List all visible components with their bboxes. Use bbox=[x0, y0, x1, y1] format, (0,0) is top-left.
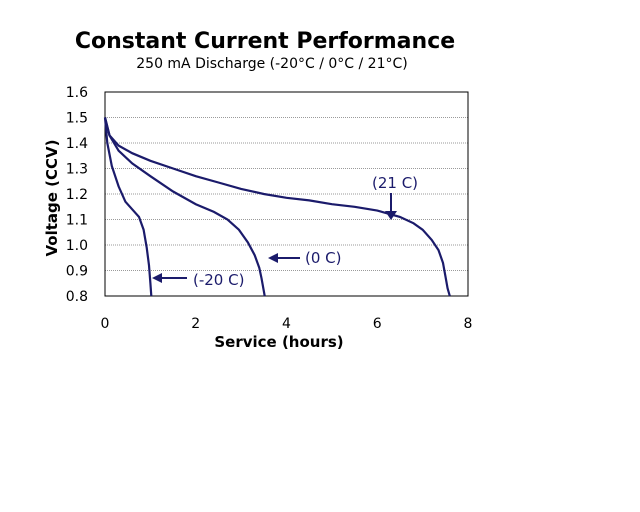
annotation-0c-label: (0 C) bbox=[305, 249, 342, 267]
y-tick-label: 1.3 bbox=[66, 162, 88, 178]
y-tick-label: 0.8 bbox=[66, 289, 88, 305]
y-tick-label: 1.6 bbox=[66, 85, 88, 101]
annotation-21c: (21 C) bbox=[372, 174, 418, 220]
x-tick-label: 0 bbox=[101, 316, 110, 332]
x-tick-label: 2 bbox=[191, 316, 200, 332]
annotation-0c-arrowhead bbox=[268, 253, 278, 263]
series-line-0 bbox=[103, 117, 451, 297]
y-axis-title: Voltage (CCV) bbox=[43, 140, 61, 257]
x-tick-label: 8 bbox=[464, 316, 473, 332]
y-tick-label: 1.1 bbox=[66, 213, 88, 229]
y-axis: 1.6 1.5 1.4 1.3 1.2 1.1 1.0 0.9 0.8 bbox=[66, 85, 88, 305]
y-tick-label: 1.0 bbox=[66, 238, 88, 254]
annotation-21c-label: (21 C) bbox=[372, 174, 418, 192]
annotation-m20c-arrowhead bbox=[152, 273, 162, 283]
x-tick-label: 4 bbox=[282, 316, 291, 332]
series-line-1 bbox=[103, 117, 266, 297]
plot-frame bbox=[104, 91, 469, 297]
y-tick-label: 1.4 bbox=[66, 136, 88, 152]
x-tick-label: 6 bbox=[373, 316, 382, 332]
x-axis-title: Service (hours) bbox=[214, 333, 343, 351]
annotation-m20c-label: (-20 C) bbox=[193, 271, 244, 289]
series-group bbox=[103, 117, 451, 297]
annotation-m20c: (-20 C) bbox=[152, 271, 244, 289]
y-tick-label: 0.9 bbox=[66, 264, 88, 280]
series-line-2 bbox=[103, 117, 153, 297]
chart-title: Constant Current Performance bbox=[75, 29, 455, 54]
chart-subtitle: 250 mA Discharge (-20°C / 0°C / 21°C) bbox=[136, 56, 407, 72]
y-tick-label: 1.2 bbox=[66, 187, 88, 203]
grid bbox=[105, 117, 468, 271]
annotation-0c: (0 C) bbox=[268, 249, 342, 267]
y-tick-label: 1.5 bbox=[66, 111, 88, 127]
annotation-21c-arrowhead bbox=[385, 211, 397, 220]
x-axis: 0 2 4 6 8 bbox=[101, 316, 473, 332]
